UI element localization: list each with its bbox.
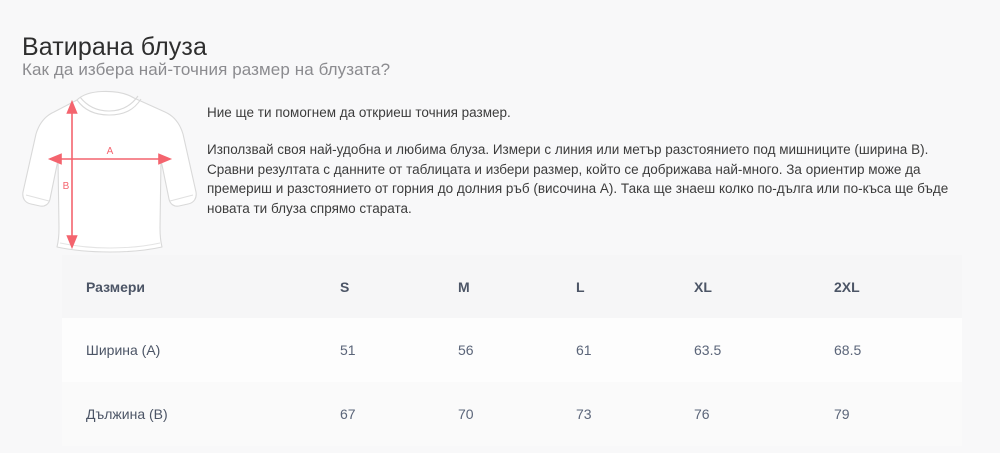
table-row: Ширина (A) 51 56 61 63.5 68.5 — [62, 318, 962, 382]
table-header-row: Размери S M L XL 2XL — [62, 255, 962, 318]
column-header-s: S — [340, 278, 350, 295]
hem-detail — [59, 242, 161, 249]
column-header-m: M — [458, 278, 470, 295]
column-header-measure: Размери — [86, 278, 146, 295]
cell-length-m: 70 — [458, 406, 474, 422]
cell-width-2xl: 68.5 — [834, 342, 862, 358]
cell-length-l: 73 — [576, 406, 592, 422]
page-title: Ватирана блуза — [22, 32, 207, 61]
cuff-detail — [25, 194, 194, 202]
table-body: Ширина (A) 51 56 61 63.5 68.5 Дължина (B… — [62, 318, 962, 446]
table-header: Размери S M L XL 2XL — [62, 255, 962, 318]
row-label-length: Дължина (B) — [86, 406, 168, 422]
cell-length-s: 67 — [340, 406, 356, 422]
collar-detail — [76, 95, 142, 116]
cell-length-2xl: 79 — [834, 406, 850, 422]
instructions-body: Използвай своя най-удобна и любима блуза… — [207, 142, 949, 216]
height-label-b: B — [63, 181, 70, 192]
column-header-2xl: 2XL — [834, 278, 860, 295]
height-arrow-b — [66, 99, 78, 250]
cell-width-xl: 63.5 — [694, 342, 722, 358]
cell-width-l: 61 — [576, 342, 592, 358]
page-subtitle: Как да избера най-точния размер на блуза… — [22, 60, 391, 79]
cell-width-m: 56 — [458, 342, 474, 358]
width-arrow-a — [47, 153, 173, 165]
cell-width-s: 51 — [340, 342, 356, 358]
cell-length-xl: 76 — [694, 406, 710, 422]
column-header-xl: XL — [694, 278, 712, 295]
table-row: Дължина (B) 67 70 73 76 79 — [62, 382, 962, 446]
column-header-l: L — [576, 278, 585, 295]
garment-outline — [22, 90, 197, 253]
size-chart-table: Размери S M L XL 2XL Ширина (A) 51 56 61… — [62, 255, 962, 446]
row-label-width: Ширина (A) — [86, 342, 161, 358]
instructions: Ние ще ти помогнем да откриеш точния раз… — [207, 103, 967, 218]
instructions-lead: Ние ще ти помогнем да откриеш точния раз… — [207, 105, 511, 120]
width-label-a: A — [107, 146, 114, 157]
garment-diagram: A B — [14, 88, 206, 256]
